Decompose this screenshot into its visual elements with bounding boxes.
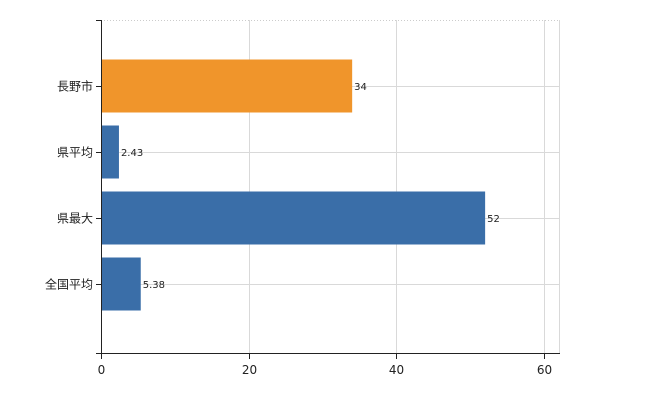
- data-label: 2.43: [121, 148, 143, 159]
- data-label: 34: [354, 82, 367, 93]
- data-label: 5.38: [143, 280, 165, 291]
- bar: [102, 125, 119, 179]
- x-tick-label: 40: [389, 363, 404, 377]
- data-label: 52: [487, 214, 500, 225]
- bar: [102, 191, 486, 245]
- x-tick-label: 60: [537, 363, 552, 377]
- category-label: 県平均: [57, 146, 93, 160]
- category-label: 全国平均: [45, 277, 93, 292]
- bar: [102, 59, 353, 113]
- axes: [96, 20, 560, 359]
- bar: [102, 257, 141, 311]
- bars: [102, 59, 486, 311]
- x-tick-label: 20: [242, 363, 257, 377]
- category-label: 県最大: [57, 212, 93, 226]
- category-label: 長野市: [57, 79, 93, 94]
- x-tick-label: 0: [98, 363, 106, 377]
